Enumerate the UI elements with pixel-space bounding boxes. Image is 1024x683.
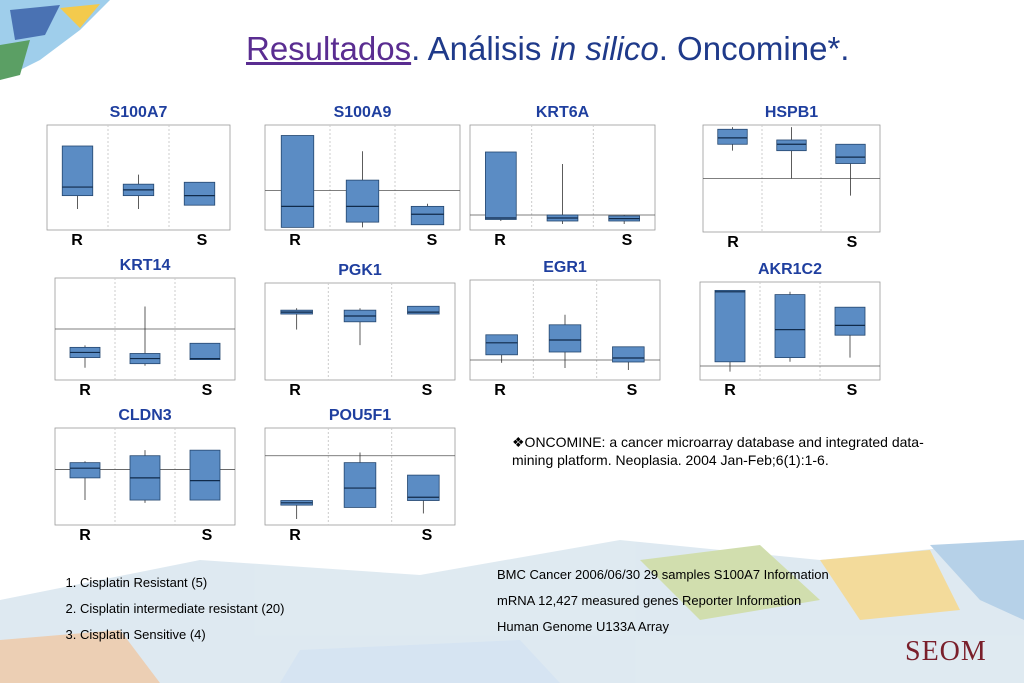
slide-title: Resultados. Análisis in silico. Oncomine… [246, 30, 849, 68]
box [548, 324, 582, 353]
legend: Cisplatin Resistant (5) Cisplatin interm… [48, 570, 284, 648]
info: BMC Cancer 2006/06/30 29 samples S100A7 … [497, 562, 829, 640]
gene-label: CLDN3 [118, 407, 171, 424]
gene-label: KRT14 [120, 257, 171, 274]
box [189, 449, 221, 501]
plot-frame [699, 281, 881, 381]
group-label: S [847, 234, 858, 251]
box [835, 143, 866, 164]
plot-frame [54, 427, 236, 526]
group-label: S [202, 382, 213, 399]
title-link[interactable]: Resultados [246, 30, 412, 67]
group-label: R [289, 527, 301, 544]
group-label: R [724, 382, 736, 399]
group-label: R [494, 382, 506, 399]
group-label: R [727, 234, 739, 251]
box [407, 474, 440, 501]
box [774, 294, 806, 359]
group-label: R [289, 382, 301, 399]
gene-label: S100A7 [110, 104, 168, 121]
box [183, 181, 216, 206]
title-italic: in silico [550, 30, 659, 67]
logo: SEOM [905, 636, 987, 667]
gene-label: HSPB1 [765, 104, 818, 121]
oncomine-note: ❖ONCOMINE: a cancer microarray database … [512, 434, 924, 468]
box [776, 139, 807, 152]
legend-item: Cisplatin intermediate resistant (20) [80, 596, 284, 622]
box [714, 289, 746, 363]
plot-frame [264, 124, 461, 231]
gene-label: S100A9 [334, 104, 392, 121]
group-label: R [79, 382, 91, 399]
title-text: . Análisis [411, 30, 551, 67]
box [343, 462, 377, 508]
group-label: R [71, 232, 83, 249]
box [485, 334, 518, 356]
group-label: R [79, 527, 91, 544]
box [61, 145, 94, 197]
group-label: S [422, 527, 433, 544]
group-label: R [289, 232, 301, 249]
group-label: S [627, 382, 638, 399]
group-label: S [847, 382, 858, 399]
legend-item: Cisplatin Sensitive (4) [80, 622, 284, 648]
gene-label: AKR1C2 [758, 261, 822, 278]
plot-frame [264, 282, 456, 381]
info-line: BMC Cancer 2006/06/30 29 samples S100A7 … [497, 567, 829, 582]
group-label: S [197, 232, 208, 249]
box [189, 342, 221, 360]
info-line: Human Genome U133A Array [497, 619, 669, 634]
box [345, 179, 380, 223]
plot-frame [469, 124, 656, 231]
gene-label: POU5F1 [329, 407, 391, 424]
box [280, 135, 315, 228]
box [407, 305, 440, 315]
box [485, 151, 517, 220]
group-label: S [427, 232, 438, 249]
legend-item: Cisplatin Resistant (5) [80, 570, 284, 596]
box [834, 306, 866, 336]
title-text: . Oncomine*. [658, 30, 850, 67]
info-line: mRNA 12,427 measured genes Reporter Info… [497, 593, 802, 608]
box [717, 128, 748, 145]
box [410, 205, 445, 226]
plot-frame [469, 279, 661, 381]
box [612, 346, 645, 363]
gene-label: EGR1 [543, 259, 587, 276]
gene-label: PGK1 [338, 262, 382, 279]
group-label: S [622, 232, 633, 249]
group-label: S [202, 527, 213, 544]
gene-label: KRT6A [536, 104, 590, 121]
plot-frame [264, 427, 456, 526]
box [69, 462, 101, 479]
group-label: S [422, 382, 433, 399]
group-label: R [494, 232, 506, 249]
plot-frame [46, 124, 231, 231]
